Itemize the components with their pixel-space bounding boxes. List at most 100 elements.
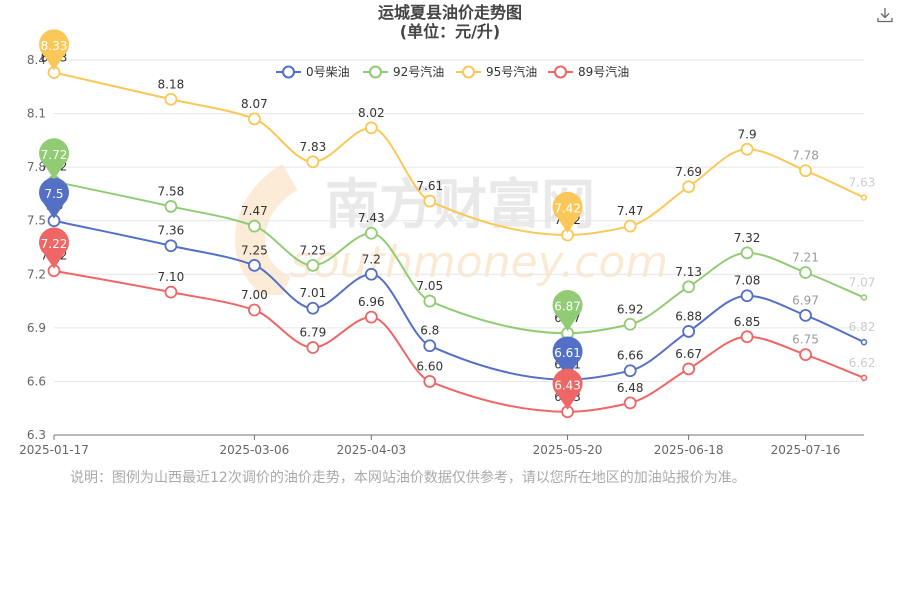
data-point	[799, 266, 812, 279]
data-label: 7.9	[738, 127, 757, 141]
legend-symbol	[462, 65, 475, 79]
data-label: 6.82	[849, 320, 876, 334]
legend-item[interactable]: 92号汽油	[363, 64, 444, 79]
pin-label: 8.33	[41, 39, 68, 53]
data-point	[860, 294, 868, 301]
data-label: 6.85	[734, 315, 761, 329]
pin-markers: 7.5 7.72 8.33 7.22 6.61 6.87 7.42 6.43	[39, 29, 583, 410]
data-label: 6.62	[849, 356, 876, 370]
pin-marker: 6.43	[552, 368, 583, 410]
data-label: 6.8	[420, 324, 439, 338]
data-point	[364, 226, 378, 240]
legend-label: 92号汽油	[393, 64, 444, 79]
data-label: 6.60	[416, 359, 443, 373]
data-label: 7.61	[416, 179, 443, 193]
data-label: 6.79	[300, 326, 327, 340]
pin-label: 7.22	[41, 237, 68, 251]
data-label: 7.69	[675, 165, 702, 179]
data-point	[248, 303, 261, 317]
pin-shape	[552, 290, 583, 332]
data-label: 8.07	[241, 97, 268, 111]
data-point	[364, 267, 378, 281]
data-label: 7.47	[617, 204, 644, 218]
data-label: 7.78	[792, 149, 819, 163]
y-tick-label: 7.2	[27, 267, 46, 281]
pin-marker: 7.22	[39, 227, 69, 269]
data-point	[306, 341, 320, 354]
pin-marker: 6.61	[552, 336, 583, 378]
data-point	[860, 374, 868, 382]
legend-item[interactable]: 95号汽油	[456, 64, 537, 79]
data-point	[306, 301, 320, 315]
legend-item[interactable]: 89号汽油	[548, 64, 629, 79]
pin-label: 7.42	[554, 202, 581, 216]
data-label: 6.92	[617, 302, 644, 316]
pin-shape	[39, 177, 69, 219]
data-label: 6.96	[358, 295, 385, 309]
data-point	[248, 112, 261, 126]
data-point	[623, 396, 637, 410]
pin-marker: 7.42	[552, 191, 583, 233]
data-label: 7.00	[241, 288, 268, 302]
x-tick-label: 2025-01-17	[19, 443, 89, 457]
data-point	[740, 289, 754, 303]
data-point	[799, 164, 812, 178]
data-label: 7.43	[358, 211, 385, 225]
legend-item[interactable]: 0号柴油	[276, 65, 350, 79]
data-label: 7.63	[849, 176, 876, 190]
data-point	[423, 194, 437, 208]
pin-marker: 7.72	[39, 138, 69, 180]
data-label: 7.25	[241, 243, 268, 257]
data-label: 7.32	[734, 231, 761, 245]
data-label: 7.05	[416, 279, 443, 293]
data-point	[740, 142, 754, 156]
data-point	[364, 310, 378, 324]
data-label: 8.18	[158, 77, 185, 91]
data-label: 8.02	[358, 106, 385, 120]
data-point	[164, 285, 178, 299]
pin-shape	[552, 191, 583, 233]
y-tick-label: 6.3	[27, 428, 46, 442]
y-tick-label: 7.5	[27, 214, 46, 228]
legend-label: 89号汽油	[578, 64, 629, 79]
pin-shape	[39, 29, 69, 71]
data-label: 7.01	[300, 286, 327, 300]
y-tick-label: 6.9	[27, 321, 46, 335]
data-label: 7.2	[362, 252, 381, 266]
footnote: 说明：图例为山西最近12次调价的油价走势，本网站油价数据仅供参考，请以您所在地区…	[70, 470, 746, 486]
data-label: 6.67	[675, 347, 702, 361]
data-point	[740, 246, 754, 260]
legend-label: 0号柴油	[306, 65, 350, 79]
y-tick-label: 8.1	[27, 107, 46, 121]
data-label: 7.08	[734, 274, 761, 288]
x-tick-label: 2025-03-06	[220, 443, 290, 457]
legend-symbol	[369, 65, 382, 79]
data-label: 6.66	[617, 349, 644, 363]
data-point	[682, 325, 696, 338]
data-point	[860, 338, 868, 346]
pin-marker: 6.87	[552, 290, 583, 332]
data-point	[623, 219, 637, 233]
data-label: 6.48	[617, 381, 644, 395]
y-tick-label: 7.8	[27, 160, 46, 174]
pin-shape	[39, 227, 69, 269]
x-tick-label: 2025-07-16	[771, 443, 841, 457]
series-lines	[47, 66, 868, 419]
pin-label: 6.87	[554, 300, 581, 314]
data-label: 7.21	[792, 251, 819, 265]
data-label: 6.75	[792, 333, 819, 347]
legend: 0号柴油 92号汽油 95号汽油 89号汽油	[276, 64, 629, 79]
data-point	[364, 121, 378, 135]
chart-title-main: 运城夏县油价走势图	[377, 3, 522, 22]
pin-marker: 7.5	[39, 177, 69, 219]
x-tick-label: 2025-06-18	[654, 443, 724, 457]
data-labels: 7.5 7.36 7.25 7.01 7.2 6.8 6.61 6.66 6.88 7.08 6.9…	[41, 51, 876, 404]
download-icon[interactable]	[876, 6, 894, 24]
axes: 6.3 6.6 6.9 7.2 7.5 7.8 8.1 8.4 2025-01-17 2025-0…	[19, 53, 864, 457]
data-point	[860, 194, 868, 201]
legend-label: 95号汽油	[486, 64, 537, 79]
pin-shape	[552, 336, 583, 378]
data-point	[248, 219, 261, 233]
data-point	[164, 200, 178, 213]
pin-label: 6.61	[554, 346, 581, 360]
